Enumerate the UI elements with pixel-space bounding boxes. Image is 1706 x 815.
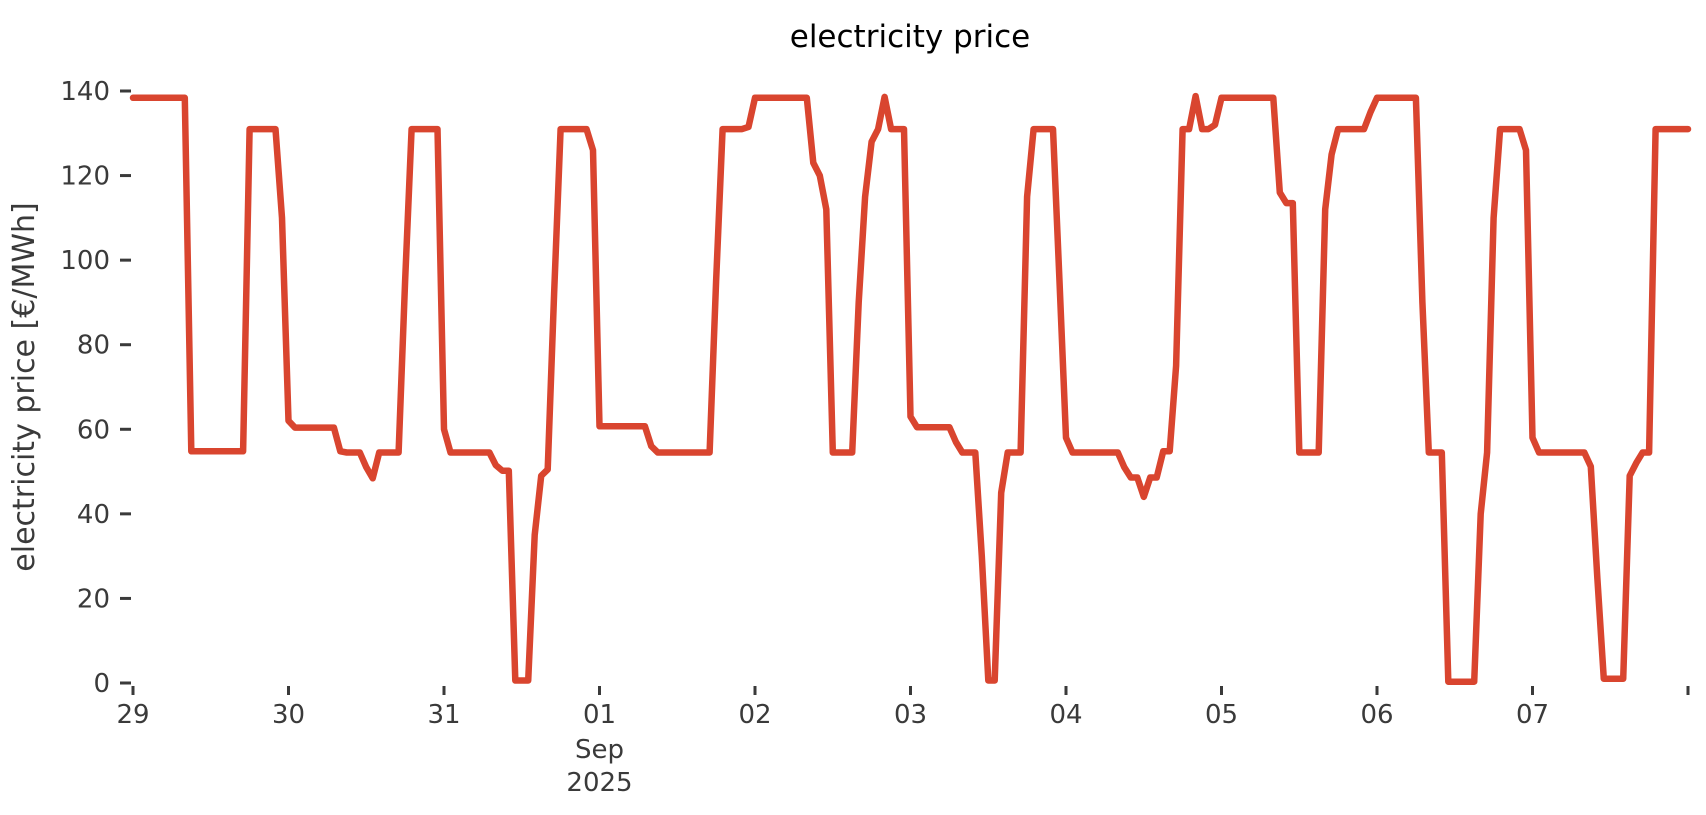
x-tick-label: 07 <box>1516 700 1549 730</box>
y-tick-label: 20 <box>77 584 110 614</box>
x-axis-year-label: 2025 <box>566 768 632 798</box>
x-tick-label: 03 <box>894 700 927 730</box>
x-tick-label: 31 <box>427 700 460 730</box>
y-tick-label: 60 <box>77 415 110 445</box>
price-line-group <box>129 92 1692 685</box>
x-tick-label: 02 <box>738 700 771 730</box>
x-axis-month-label: Sep <box>575 735 624 765</box>
chart-title: electricity price <box>790 19 1030 55</box>
x-tick-label: 01 <box>583 700 616 730</box>
y-tick-label: 140 <box>60 77 110 107</box>
x-tick-label: 30 <box>272 700 305 730</box>
y-tick-label: 80 <box>77 331 110 361</box>
y-tick-label: 100 <box>60 246 110 276</box>
x-tick-label: 06 <box>1360 700 1393 730</box>
y-axis: 0 20 40 60 80 100 120 140 <box>60 77 131 699</box>
price-line <box>129 92 1692 685</box>
y-axis-label: electricity price [€/MWh] <box>7 202 42 571</box>
x-tick-label: 29 <box>116 700 149 730</box>
x-tick-label: 04 <box>1049 700 1082 730</box>
y-tick-label: 40 <box>77 500 110 530</box>
y-tick-label: 120 <box>60 162 110 192</box>
y-tick-label: 0 <box>93 669 110 699</box>
x-tick-label: 05 <box>1205 700 1238 730</box>
